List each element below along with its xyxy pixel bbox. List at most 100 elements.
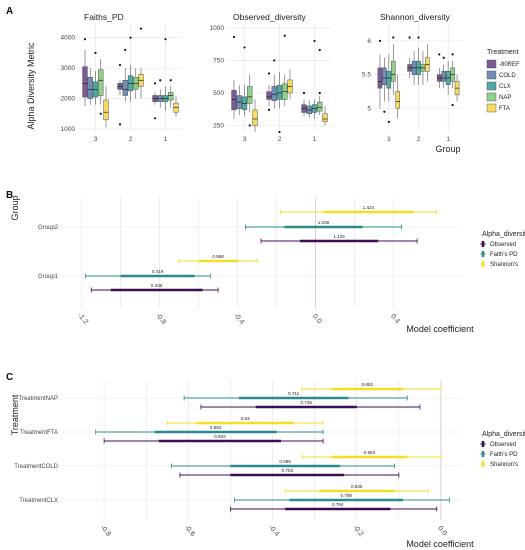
interval-label: 0.592 <box>214 434 226 439</box>
panel-a-legend: Treatment -80REF COLD CLX NAP FTA <box>486 49 520 113</box>
x-tick-label: 0.0 <box>436 525 448 537</box>
outlier-point <box>169 79 172 82</box>
legend-title: Alpha_diversity <box>482 431 525 438</box>
legend-swatch-COLD <box>486 70 497 80</box>
facet-y-tick-label: 5 <box>367 105 371 112</box>
facet-y-tick-label: 6 <box>367 38 371 45</box>
x-tick-label: -0.8 <box>99 524 112 538</box>
box-COLD <box>271 86 277 101</box>
outlier-point <box>283 34 286 37</box>
outlier-point <box>159 79 162 82</box>
outlier-point <box>118 63 122 67</box>
legend: Alpha_diversity Observed Faith's PD Shannon… <box>480 231 525 268</box>
legend-label: Faith's PD <box>490 452 518 458</box>
interval-label: 1.424 <box>363 205 375 210</box>
box-FTA <box>252 109 258 126</box>
y-tick-label: TreatmentCLX <box>19 498 58 504</box>
x-tick-label: 0.4 <box>389 313 401 325</box>
x-tick-label: -0.2 <box>351 524 364 538</box>
outlier-point <box>408 36 411 39</box>
interval-label: 0.853 <box>364 450 376 455</box>
facet-x-tick-label: 2 <box>278 136 282 143</box>
y-axis-title: Group <box>10 195 20 220</box>
box-NAP <box>317 101 323 112</box>
facet-y-tick-label: 4000 <box>61 35 76 42</box>
facet-y-tick-label: 250 <box>213 122 224 129</box>
outlier-point <box>153 117 157 120</box>
box-FTA <box>322 113 328 122</box>
facet-x-tick-label: 1 <box>313 136 317 143</box>
interval-label: 0.583 <box>210 425 222 430</box>
interval-label: 1.039 <box>318 220 330 225</box>
x-tick-label: -0.4 <box>267 524 280 538</box>
box--80REF <box>377 67 383 89</box>
outlier-point <box>417 36 420 39</box>
legend-title: Alpha_diversity <box>482 231 525 238</box>
outlier-point <box>313 39 316 43</box>
box-COLD <box>122 80 128 96</box>
interval-label: 0.696 <box>279 459 291 464</box>
facet-title: Shannon_diversity <box>380 12 451 22</box>
facet-2: Observed_diversity 250 500 750 1000 3 2 1 <box>210 12 332 143</box>
outlier-point <box>318 48 321 52</box>
legend-label: Shannon's <box>490 262 518 268</box>
outlier-point <box>438 53 441 56</box>
legend-swatch-CLX <box>486 81 497 91</box>
facet-title: Observed_diversity <box>233 12 307 22</box>
panel-a: A Alpha Diversity Metric Group Faiths_PD 100… <box>6 6 520 154</box>
interval-label: 0.63 <box>241 416 250 421</box>
facet-x-tick-label: 2 <box>417 136 421 143</box>
legend-label: Faith's PD <box>490 252 518 258</box>
facet-y-tick-label: 5.5 <box>362 72 371 79</box>
outlier-point <box>99 112 102 115</box>
y-tick-label: TreatmentCOLD <box>14 464 58 470</box>
box-CLX <box>386 71 392 89</box>
outlier-point <box>278 130 281 134</box>
outlier-point <box>387 120 390 123</box>
interval-label: 0.736 <box>300 400 312 405</box>
legend-swatch--80REF <box>486 59 497 69</box>
y-tick-label: Group2 <box>38 225 59 231</box>
outlier-point <box>153 82 157 85</box>
interval-label: 0.436 <box>151 283 163 288</box>
box-COLD <box>441 71 446 82</box>
box-FTA <box>103 99 109 121</box>
legend-label: Observed <box>490 442 516 448</box>
outlier-point <box>442 56 445 59</box>
box-NAP <box>247 86 253 104</box>
box-FTA <box>395 91 401 109</box>
x-tick-label: -1.2 <box>76 312 89 326</box>
outlier-point <box>232 35 236 39</box>
x-axis-title: Model coefficient <box>406 324 474 334</box>
outlier-point <box>83 38 87 41</box>
panel-letter: B <box>6 190 13 201</box>
legend-swatch-NAP <box>486 92 497 102</box>
interval-label: 0.598 <box>212 254 224 259</box>
x-tick-label: -0.4 <box>232 312 245 326</box>
y-axis-title: Treatment <box>10 394 20 435</box>
outlier-point <box>267 72 271 75</box>
facet-title: Faiths_PD <box>84 12 124 22</box>
legend-label: Shannon's <box>490 462 518 468</box>
legend-label: -80REF <box>499 62 520 68</box>
outlier-point <box>267 108 271 111</box>
facet-3: Shannon_diversity 5 5.5 6 3 2 1 <box>362 12 463 143</box>
interval-label: 0.845 <box>351 484 363 489</box>
outlier-point <box>392 36 395 39</box>
box--80REF <box>266 91 272 100</box>
box--80REF <box>231 90 237 111</box>
outlier-point <box>451 103 454 107</box>
facet-x-tick-label: 3 <box>243 136 247 143</box>
interval-label: 1.125 <box>333 234 345 239</box>
facet-x-tick-label: 2 <box>129 136 133 143</box>
panel-a-x-title: Group <box>435 144 460 154</box>
outlier-point <box>124 48 127 51</box>
panel-a-y-title: Alpha Diversity Metric <box>26 42 36 130</box>
y-tick-label: Group1 <box>38 274 59 280</box>
facet-y-tick-label: 3000 <box>61 65 76 72</box>
facet-x-tick-label: 1 <box>164 136 168 143</box>
interval-label: 0.419 <box>152 269 164 274</box>
interval-label: 0.798 <box>340 493 352 498</box>
